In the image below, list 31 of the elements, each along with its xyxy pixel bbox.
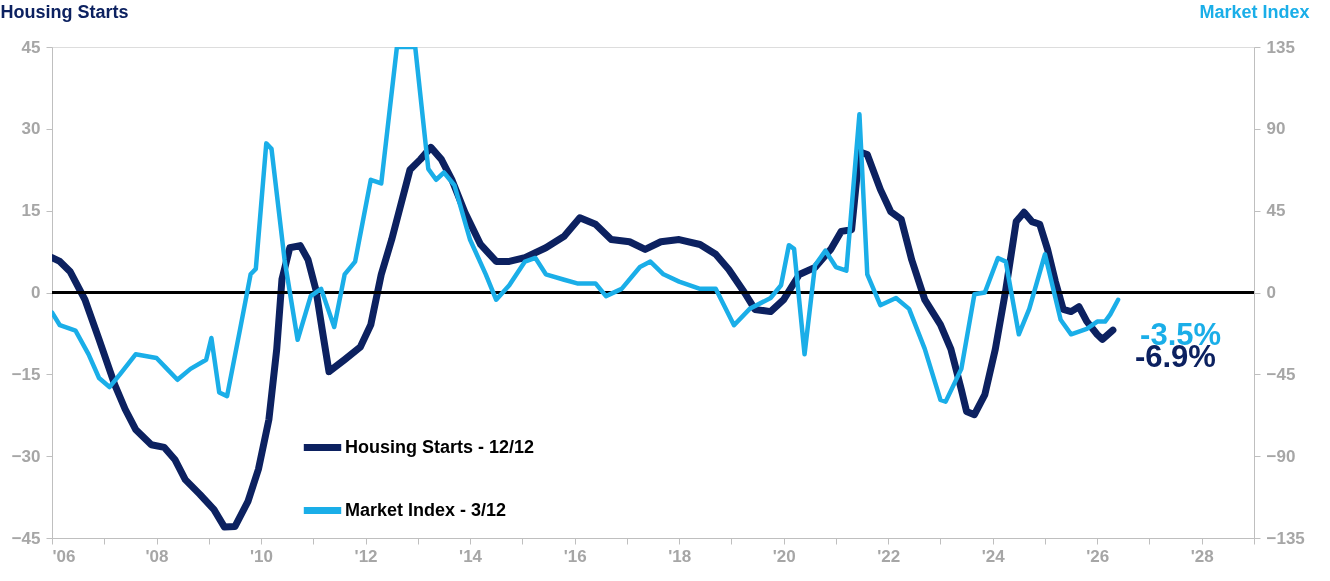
y2-tick-label: 45 — [1266, 201, 1286, 221]
y2-tick-label: 0 — [1266, 283, 1276, 302]
y-tick-label: −15 — [11, 364, 41, 384]
x-tick-label: '12 — [354, 546, 378, 566]
y2-tick-label: −90 — [1266, 446, 1296, 466]
x-tick-label: '24 — [981, 546, 1006, 566]
x-tick-label: '10 — [250, 546, 274, 566]
y2-axis-title: Market Index — [1199, 1, 1310, 22]
y-axis-title: Housing Starts — [0, 1, 129, 22]
legend-label: Market Index - 3/12 — [345, 499, 507, 520]
x-tick-label: '18 — [668, 546, 692, 566]
x-tick-label: '06 — [52, 546, 76, 566]
y2-tick-label: 90 — [1266, 119, 1286, 139]
x-tick-label: '20 — [772, 546, 796, 566]
line-series — [52, 47, 1121, 404]
x-tick-label: '14 — [459, 546, 483, 566]
y2-tick-label: −135 — [1266, 528, 1305, 548]
y-tick-label: 30 — [21, 119, 41, 139]
y-tick-label: −45 — [11, 528, 41, 548]
x-tick-label: '16 — [563, 546, 587, 566]
y-tick-label: 0 — [31, 283, 41, 302]
y-tick-label: −30 — [11, 446, 41, 466]
y2-tick-label: 135 — [1266, 37, 1295, 57]
legend-label: Housing Starts - 12/12 — [345, 436, 535, 457]
x-tick-label: '22 — [877, 546, 901, 566]
y-tick-label: 45 — [21, 37, 41, 57]
y-tick-label: 15 — [21, 201, 41, 221]
y2-tick-label: −45 — [1266, 364, 1296, 384]
x-tick-label: '28 — [1190, 546, 1214, 566]
x-tick-label: '26 — [1086, 546, 1110, 566]
x-tick-label: '08 — [145, 546, 169, 566]
